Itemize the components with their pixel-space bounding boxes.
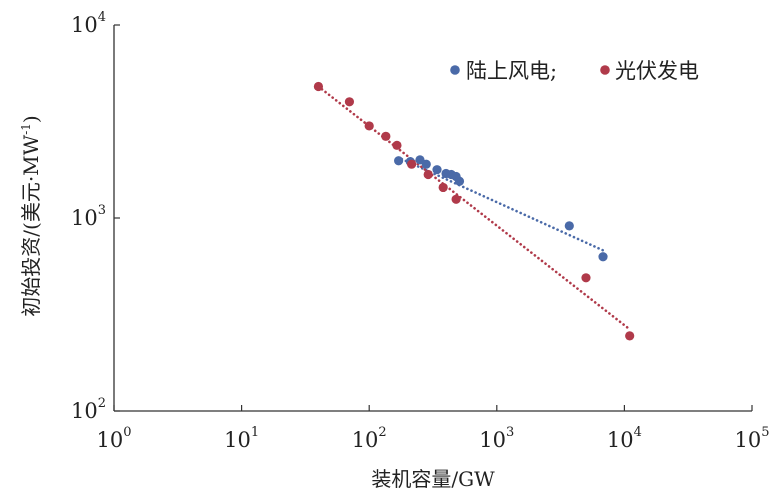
- legend-label-solar: 光伏发电: [615, 59, 699, 83]
- legend: 陆上风电; 光伏发电: [450, 59, 699, 83]
- y-tick-label: 102: [71, 396, 106, 423]
- y-tick-label: 103: [71, 203, 106, 230]
- trend-line-wind: [400, 157, 605, 252]
- x-tick-base: 10: [734, 428, 761, 452]
- point-solar: [381, 131, 391, 141]
- y-tick-exponent: 4: [98, 10, 106, 25]
- x-tick-exponent: 2: [378, 425, 386, 440]
- x-tick-label: 104: [607, 425, 642, 452]
- point-solar: [407, 159, 417, 169]
- point-wind: [598, 252, 608, 262]
- x-tick-base: 10: [479, 428, 506, 452]
- y-axis-title: 初始投资/(美元·MW-1): [19, 115, 43, 316]
- y-tick-base: 10: [71, 206, 98, 230]
- data-points: [313, 81, 635, 341]
- point-solar: [438, 182, 448, 193]
- point-solar: [451, 194, 461, 204]
- x-tick-label: 103: [479, 425, 514, 452]
- x-tick-base: 10: [607, 428, 634, 452]
- x-tick-label: 101: [224, 425, 259, 452]
- legend-marker-wind: [450, 65, 460, 75]
- legend-separator: ;: [550, 59, 557, 83]
- point-solar: [364, 121, 374, 131]
- trend-lines: [317, 85, 631, 331]
- point-solar: [344, 97, 355, 107]
- y-tick-exponent: 3: [98, 203, 106, 218]
- x-tick-label: 105: [734, 425, 769, 452]
- point-solar: [313, 81, 324, 92]
- x-tick-base: 10: [224, 428, 251, 452]
- y-tick-exponent: 2: [98, 396, 106, 411]
- x-tick-exponent: 3: [506, 425, 514, 440]
- y-axis-title-end: ): [19, 115, 43, 123]
- y-tick-base: 10: [71, 13, 98, 37]
- point-wind: [432, 165, 442, 175]
- x-tick-base: 10: [352, 428, 379, 452]
- x-axis-title: 装机容量/GW: [371, 467, 495, 491]
- y-tick-label: 104: [71, 10, 106, 37]
- point-wind: [454, 176, 465, 186]
- point-solar: [392, 140, 402, 150]
- legend-label-wind: 陆上风电: [466, 59, 550, 83]
- point-wind: [564, 221, 574, 231]
- point-solar: [625, 331, 635, 341]
- point-wind: [421, 159, 431, 169]
- trend-line-solar: [317, 85, 631, 331]
- x-tick-label: 102: [352, 425, 387, 452]
- point-solar: [423, 169, 433, 180]
- x-tick-exponent: 5: [761, 425, 769, 440]
- legend-text: 陆上风电;: [466, 59, 557, 83]
- x-tick-exponent: 1: [251, 425, 259, 440]
- x-tick-label: 100: [96, 425, 131, 452]
- y-axis-title-main: 初始投资/(美元·MW: [19, 134, 43, 316]
- x-tick-exponent: 0: [123, 425, 131, 440]
- y-axis-title-sup: -1: [19, 123, 33, 135]
- legend-marker-solar: [600, 65, 610, 75]
- point-wind: [394, 156, 404, 166]
- x-tick-exponent: 4: [634, 425, 642, 440]
- x-tick-base: 10: [96, 428, 123, 452]
- y-tick-base: 10: [71, 399, 98, 423]
- point-solar: [581, 273, 591, 283]
